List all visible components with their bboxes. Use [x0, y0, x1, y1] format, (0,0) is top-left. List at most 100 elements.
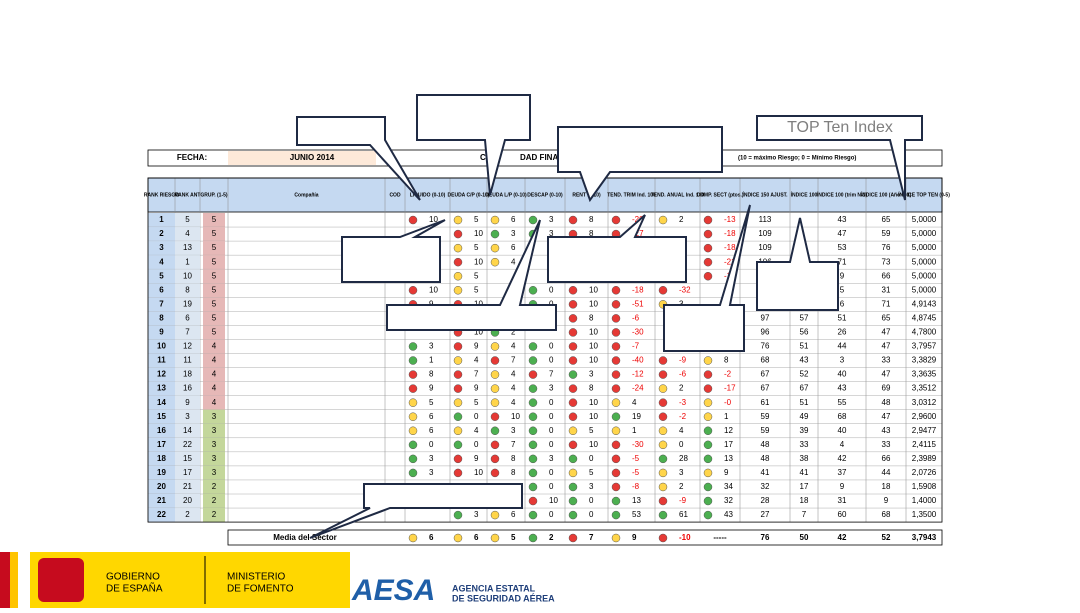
cell: 47 [882, 328, 891, 337]
status-dot [703, 398, 713, 407]
cell: -51 [632, 299, 644, 308]
cell: 18 [882, 482, 891, 491]
status-dot [568, 426, 578, 436]
status-dot [528, 398, 538, 407]
group-bg [203, 451, 225, 466]
cell: 0 [429, 440, 434, 449]
status-dot [611, 496, 621, 506]
cell: 3 [511, 229, 516, 238]
cell: 17 [183, 468, 192, 477]
status-dot [528, 533, 538, 543]
cell: 3,7957 [912, 342, 937, 351]
status-dot [453, 370, 463, 379]
cell: 10 [589, 440, 598, 449]
cell: 9 [474, 342, 479, 351]
cell: 0 [549, 398, 554, 407]
cell: 3 [429, 342, 434, 351]
callout [296, 116, 421, 201]
cell: 2,3989 [912, 454, 937, 463]
cell: 96 [761, 328, 770, 337]
cell: 0 [589, 510, 594, 519]
status-dot [528, 286, 538, 295]
status-dot [703, 229, 713, 239]
status-dot [703, 384, 713, 393]
cell: 3 [549, 384, 554, 393]
cell: 14 [157, 398, 166, 407]
average-cell: 50 [800, 533, 809, 542]
cell: 43 [838, 215, 847, 224]
status-dot [408, 398, 418, 407]
cell: 5 [212, 257, 217, 266]
status-dot [528, 496, 538, 506]
status-dot [408, 370, 418, 379]
status-dot [453, 229, 463, 239]
flag [10, 552, 18, 608]
status-dot [490, 468, 500, 478]
cell: 18 [157, 454, 166, 463]
cell: 48 [882, 398, 891, 407]
status-dot [453, 356, 463, 365]
group-bg [203, 297, 225, 312]
cell: 4 [474, 426, 479, 435]
cell: 0 [549, 342, 554, 351]
cell: 16 [183, 384, 192, 393]
status-dot [568, 300, 578, 309]
cell: 67 [800, 384, 809, 393]
average-cell: -10 [679, 533, 691, 542]
status-dot [453, 440, 463, 450]
cell: 19 [632, 412, 641, 421]
cell: 3 [159, 243, 164, 252]
cell: 4 [212, 398, 217, 407]
cell: 33 [800, 440, 809, 449]
cell: 27 [761, 510, 770, 519]
cell: 4 [212, 342, 217, 351]
group-bg [203, 479, 225, 494]
cell: 9 [474, 454, 479, 463]
cell: 8 [589, 215, 594, 224]
status-dot [611, 384, 621, 393]
cell: 76 [882, 243, 891, 252]
cell: -9 [679, 496, 687, 505]
status-dot [568, 215, 578, 225]
status-dot [528, 370, 538, 379]
cell: -12 [632, 370, 644, 379]
status-dot [528, 454, 538, 464]
cell: -21 [724, 257, 736, 266]
cell: 5 [212, 299, 217, 308]
cell: 5 [212, 215, 217, 224]
cell: -6 [679, 370, 687, 379]
cell: 38 [800, 454, 809, 463]
risk-table: FECHA: JUNIO 2014 CR DAD FINANCI (10 = m… [144, 149, 950, 546]
cell: 12 [183, 342, 192, 351]
rank-bg [148, 241, 175, 256]
status-dot [568, 468, 578, 478]
table-border [147, 177, 943, 523]
status-dot [568, 286, 578, 295]
cell: 9 [429, 384, 434, 393]
cell: 10 [589, 328, 598, 337]
cell: -8 [632, 482, 640, 491]
cell: 66 [882, 271, 891, 280]
status-dot [453, 454, 463, 464]
cell: 12 [724, 426, 733, 435]
rank-ant-bg [175, 423, 200, 438]
cell: 67 [761, 384, 770, 393]
cell: 11 [183, 356, 192, 365]
cell: 2 [185, 510, 190, 519]
cell: 69 [882, 384, 891, 393]
cell: 0 [589, 496, 594, 505]
cell: 47 [882, 370, 891, 379]
status-dot [703, 257, 713, 267]
status-dot [703, 482, 713, 492]
cell: 2 [159, 229, 164, 238]
status-dot [453, 342, 463, 351]
average-cell: 42 [838, 533, 847, 542]
cell: -13 [724, 215, 736, 224]
status-dot [611, 300, 621, 309]
cell: -0 [724, 398, 732, 407]
average-cell: 5 [511, 533, 516, 542]
status-dot [611, 356, 621, 365]
average-cell: 6 [429, 533, 434, 542]
cell: -20 [632, 215, 644, 224]
cell: 6 [840, 299, 845, 308]
